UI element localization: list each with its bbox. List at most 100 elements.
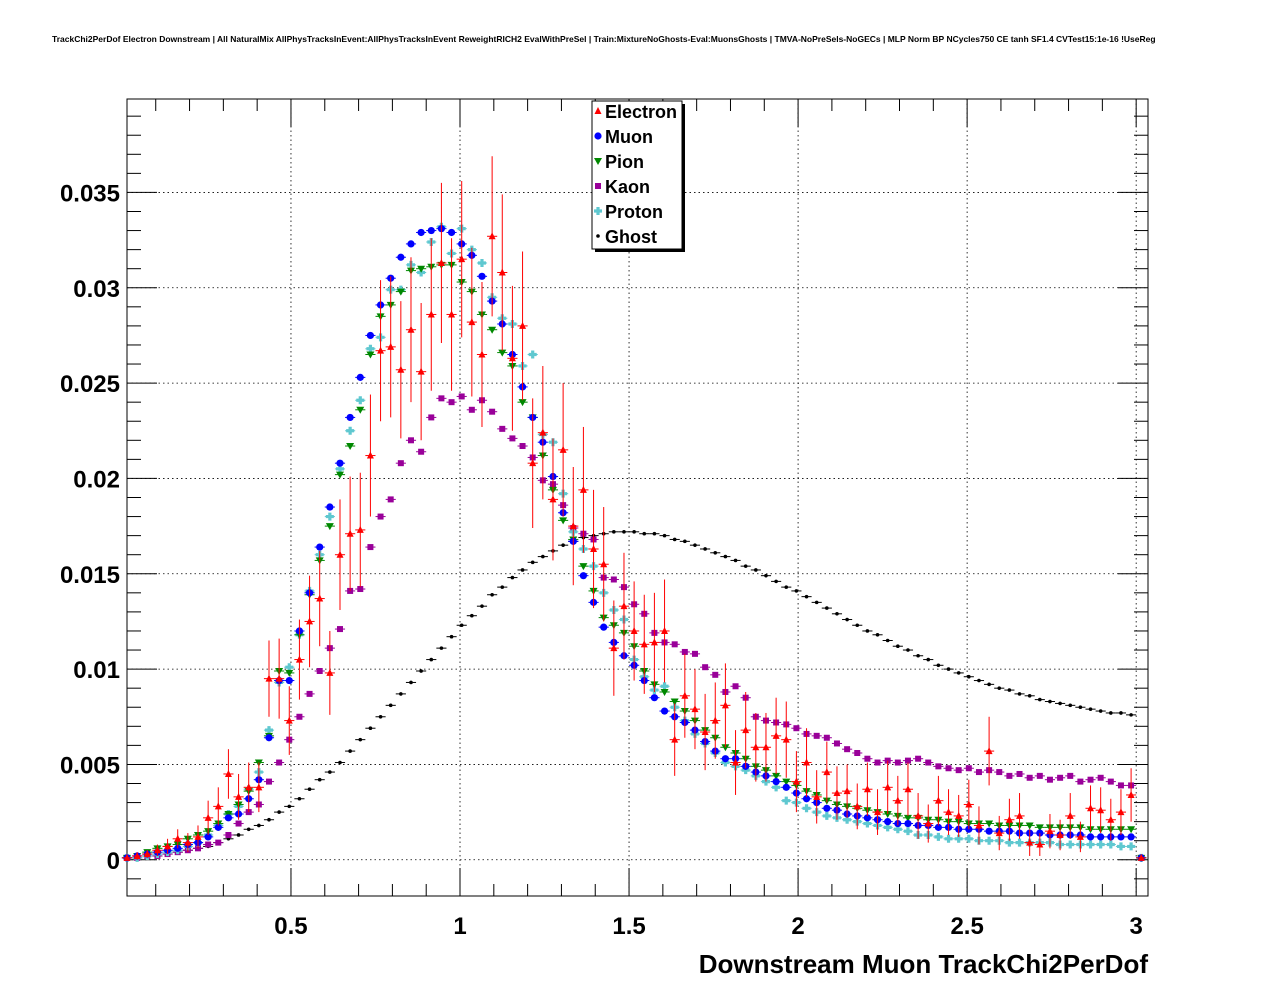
proton-point — [843, 815, 852, 824]
muon-point — [1086, 833, 1095, 841]
ghost-point — [459, 623, 464, 628]
proton-point — [944, 834, 953, 843]
ghost-point — [814, 600, 819, 605]
electron-point — [772, 731, 780, 739]
electron-point — [316, 594, 324, 602]
electron-point — [569, 522, 577, 530]
ghost-point — [946, 667, 951, 671]
kaon-point — [681, 648, 688, 655]
electron-point — [164, 842, 172, 850]
muon-point — [1097, 833, 1105, 841]
electron-point — [417, 367, 425, 375]
proton-point — [985, 836, 994, 845]
electron-point — [600, 560, 608, 568]
electron-point — [174, 834, 182, 842]
electron-point — [1026, 838, 1034, 846]
electron-point — [387, 342, 395, 350]
ghost-point — [754, 568, 758, 572]
electron-point — [813, 792, 821, 800]
ghost-point — [1038, 697, 1042, 702]
proton-point — [822, 811, 831, 820]
proton-point — [477, 258, 486, 267]
electron-point — [498, 268, 506, 276]
proton-point — [1096, 840, 1105, 849]
ghost-point — [236, 833, 241, 837]
ghost-point — [936, 663, 941, 668]
muon-point — [356, 373, 364, 381]
electron-series — [121, 156, 1147, 861]
electron-point — [1066, 811, 1074, 819]
electron-point — [519, 321, 527, 329]
electron-point — [255, 783, 263, 791]
electron-point — [214, 802, 222, 810]
electron-point — [843, 787, 851, 795]
kaon-point — [813, 732, 820, 739]
y-tick-label: 0.02 — [73, 466, 120, 493]
electron-point — [458, 255, 466, 263]
proton-point — [1066, 840, 1075, 849]
kaon-point — [489, 408, 496, 415]
proton-point — [335, 464, 344, 473]
pion-point — [670, 698, 679, 706]
proton-point — [660, 682, 669, 691]
muon-point — [863, 814, 871, 822]
electron-point — [833, 789, 841, 797]
ghost-point — [358, 737, 363, 742]
muon-point — [823, 804, 831, 812]
ghost-point — [297, 796, 302, 801]
electron-point — [133, 851, 141, 859]
proton-point — [346, 426, 355, 435]
electron-point — [224, 769, 232, 777]
electron-point — [640, 640, 648, 648]
kaon-point — [438, 395, 445, 402]
legend: Electron Muon Pion Kaon Proton Ghost — [591, 100, 685, 252]
kaon-point — [975, 769, 982, 776]
legend-label-proton: Proton — [605, 202, 663, 222]
electron-point — [681, 691, 689, 699]
y-tick-label: 0.015 — [60, 562, 120, 589]
muon-point — [660, 707, 669, 715]
ghost-point — [1027, 693, 1032, 698]
electron-point — [427, 310, 435, 318]
ghost-point — [865, 629, 870, 633]
electron-point — [823, 768, 831, 776]
electron-point — [245, 783, 253, 791]
electron-point — [143, 850, 151, 858]
ghost-point — [916, 653, 920, 658]
muon-point — [336, 459, 344, 467]
pion-point — [346, 443, 355, 451]
electron-point — [539, 428, 547, 436]
y-tick-label: 0.035 — [60, 180, 120, 207]
ghost-point — [733, 558, 738, 563]
electron-point — [1107, 815, 1115, 823]
electron-point — [153, 846, 161, 854]
proton-point — [863, 819, 872, 828]
kaon-point — [306, 690, 313, 697]
proton-point — [772, 783, 781, 792]
kaon-point — [418, 448, 425, 455]
ghost-point — [642, 531, 647, 536]
kaon-point — [833, 740, 840, 747]
ghost-point — [449, 634, 454, 639]
pion-point — [1025, 822, 1034, 830]
electron-point — [752, 743, 760, 751]
proton-point — [903, 827, 912, 836]
electron-point — [1005, 815, 1013, 823]
ghost-point — [439, 646, 444, 650]
kaon-point — [468, 406, 475, 413]
ghost-point — [774, 579, 778, 584]
ghost-point — [825, 606, 829, 610]
electron-point — [559, 445, 567, 453]
kaon-point — [1087, 776, 1094, 783]
electron-point — [671, 735, 679, 743]
y-tick-label: 0.01 — [73, 657, 120, 684]
ghost-point — [1119, 711, 1123, 715]
kaon-point — [407, 437, 414, 444]
ghost-point — [378, 714, 383, 719]
ghost-point — [338, 760, 342, 765]
muon-point — [265, 734, 273, 742]
electron-point — [1087, 804, 1095, 812]
electron-point — [265, 674, 273, 682]
electron-point — [874, 808, 882, 816]
electron-point — [1097, 806, 1105, 814]
